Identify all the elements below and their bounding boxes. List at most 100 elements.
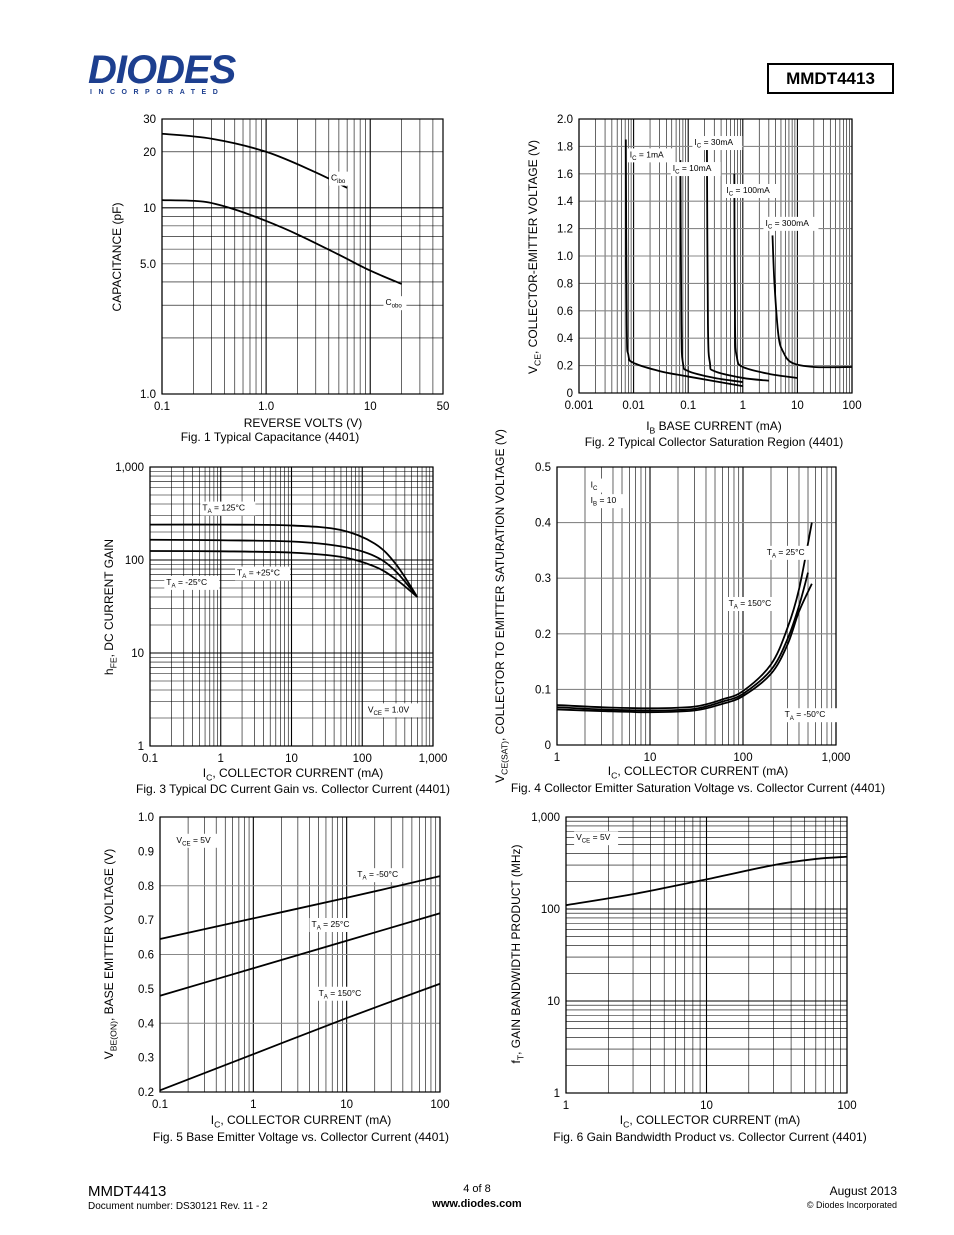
- fig3-grid: [149, 466, 434, 747]
- x-tick-label: 0.001: [565, 400, 594, 412]
- series-line: [149, 550, 418, 598]
- x-axis-label-text: IC, COLLECTOR CURRENT (mA): [203, 766, 383, 783]
- y-axis-label: fT, GAIN BANDWIDTH PRODUCT (MHz): [509, 844, 526, 1063]
- x-tick-label: 1: [250, 1099, 256, 1111]
- diodes-logo: DIODES INCORPORATED: [88, 48, 268, 100]
- y-tick-label: 1.2: [557, 224, 573, 236]
- x-tick-label: 100: [842, 400, 861, 412]
- x-tick-label: 10: [700, 1100, 713, 1112]
- y-axis-label-text: VBE(ON), BASE EMITTER VOLTAGE (V): [102, 849, 119, 1059]
- x-tick-label: 1: [554, 752, 560, 764]
- annotation-bg: [574, 831, 619, 846]
- annotation-label: IC: [591, 480, 598, 493]
- annotation-bg: [627, 148, 673, 163]
- fig4-chart: 1 10 100 1,000 0 0.1 0.2 0.3 0.4 0.5 TA = 25°C TA =…: [493, 429, 885, 795]
- annotation-bg: [724, 183, 780, 198]
- x-tick-label: 1: [740, 400, 746, 412]
- y-tick-label: 0.8: [557, 278, 573, 290]
- series-line: [771, 235, 853, 369]
- x-axis-label-text: REVERSE VOLTS (V): [244, 416, 362, 430]
- x-axis-label-text: IC, COLLECTOR CURRENT (mA): [620, 1113, 800, 1130]
- x-tick-label: 100: [430, 1099, 449, 1111]
- y-axis-label-text: VCE(SAT), COLLECTOR TO EMITTER SATURATIO…: [493, 429, 510, 783]
- footer-date: August 2013: [829, 1184, 897, 1198]
- y-tick-label: 1.6: [557, 169, 573, 181]
- fig2-grid: [578, 118, 853, 394]
- y-tick-label: 20: [143, 147, 156, 159]
- annotation-bg: [726, 597, 782, 611]
- annotation-label: IC = 300mA: [765, 218, 809, 231]
- y-tick-label: 0.1: [535, 684, 551, 696]
- figure-caption: Fig. 4 Collector Emitter Saturation Volt…: [511, 781, 885, 795]
- x-tick-label: 0.1: [152, 1099, 168, 1111]
- footer-website[interactable]: www.diodes.com: [432, 1198, 522, 1210]
- annotation-label: TA = 150°C: [319, 988, 362, 1001]
- x-axis-label: IC, COLLECTOR CURRENT (mA): [620, 1113, 800, 1130]
- y-tick-label: 0.2: [535, 629, 551, 641]
- annotation-bg: [692, 136, 743, 151]
- y-tick-label: 2.0: [557, 114, 573, 126]
- fig2-chart: 0.001 0.01 0.1 1 10 100 0 0.2 0.4 0.6 0.8 1.0 1.2 1.4…: [526, 114, 862, 449]
- x-axis-label: REVERSE VOLTS (V): [244, 416, 362, 430]
- x-tick-label: 10: [340, 1099, 353, 1111]
- figure-caption: Fig. 3 Typical DC Current Gain vs. Colle…: [136, 782, 450, 796]
- series-line: [159, 875, 441, 940]
- y-tick-label: 0.6: [138, 950, 154, 962]
- x-tick-label: 1: [563, 1100, 569, 1112]
- part-number-box: MMDT4413: [767, 63, 894, 94]
- x-tick-label: 100: [837, 1100, 856, 1112]
- fig6-chart: 1 10 100 1 10 100 1,000 VCE = 5V IC, COLLECTOR C…: [509, 812, 867, 1144]
- series-line: [679, 160, 743, 383]
- annotation-bg: [763, 216, 819, 231]
- annotation-bg: [782, 708, 838, 723]
- y-tick-label: 10: [143, 203, 156, 215]
- y-tick-label: 100: [541, 904, 560, 916]
- annotation-bg: [355, 868, 411, 883]
- annotation-label: IC = 10mA: [673, 163, 712, 176]
- y-tick-label: 0.5: [138, 984, 154, 996]
- fig6-frame: [565, 816, 848, 1094]
- annotation-bg: [316, 986, 372, 1001]
- x-axis-label-text: IC, COLLECTOR CURRENT (mA): [211, 1113, 391, 1130]
- figure-caption: Fig. 5 Base Emitter Voltage vs. Collecto…: [153, 1130, 449, 1144]
- annotation-label: TA = +25°C: [237, 568, 280, 581]
- y-tick-label: 0.7: [138, 915, 154, 927]
- series-line: [149, 523, 419, 598]
- x-tick-label: 0.1: [142, 753, 158, 765]
- annotation-label: IC = 100mA: [726, 185, 770, 198]
- annotation-label: TA = 25°C: [767, 547, 805, 560]
- x-tick-label: 1,000: [419, 753, 448, 765]
- annotation-label: IB = 10: [591, 495, 617, 508]
- y-tick-label: 0.4: [138, 1018, 155, 1030]
- annotation-bg: [764, 545, 815, 560]
- y-tick-label: 5.0: [140, 259, 156, 271]
- x-axis-label-text: IB BASE CURRENT (mA): [646, 419, 782, 436]
- annotation-bg: [174, 833, 219, 848]
- x-tick-label: 50: [437, 401, 450, 413]
- annotation-label: TA = 25°C: [312, 919, 350, 932]
- y-tick-label: 0.5: [535, 462, 551, 474]
- annotation-label: TA = -50°C: [357, 869, 398, 882]
- fig5-chart: 0.1 1 10 100 0.2 0.3 0.4 0.5 0.6 0.7 0.8 0.9 1.0 VCE …: [102, 812, 450, 1144]
- annotation-bg: [588, 478, 604, 493]
- annotation-label: TA = 125°C: [202, 503, 245, 516]
- series-line: [161, 132, 348, 189]
- x-axis-label: IC, COLLECTOR CURRENT (mA): [211, 1113, 391, 1130]
- annotation-label: VCE = 1.0V: [368, 704, 410, 717]
- y-tick-label: 1.0: [138, 812, 154, 824]
- annotation-bg: [588, 494, 629, 509]
- figure-caption: Fig. 2 Typical Collector Saturation Regi…: [585, 435, 844, 449]
- logo-text: DIODES: [88, 48, 236, 92]
- annotation-label: TA = 150°C: [729, 598, 772, 611]
- x-tick-label: 0.1: [154, 401, 170, 413]
- y-tick-label: 0.3: [535, 573, 551, 585]
- footer-page: 4 of 8: [463, 1183, 491, 1195]
- y-tick-label: 0.3: [138, 1053, 154, 1065]
- x-tick-label: 10: [285, 753, 298, 765]
- fig1-frame: [161, 118, 444, 395]
- fig2-frame: [578, 118, 853, 394]
- series-line: [624, 139, 743, 388]
- x-tick-label: 100: [733, 752, 752, 764]
